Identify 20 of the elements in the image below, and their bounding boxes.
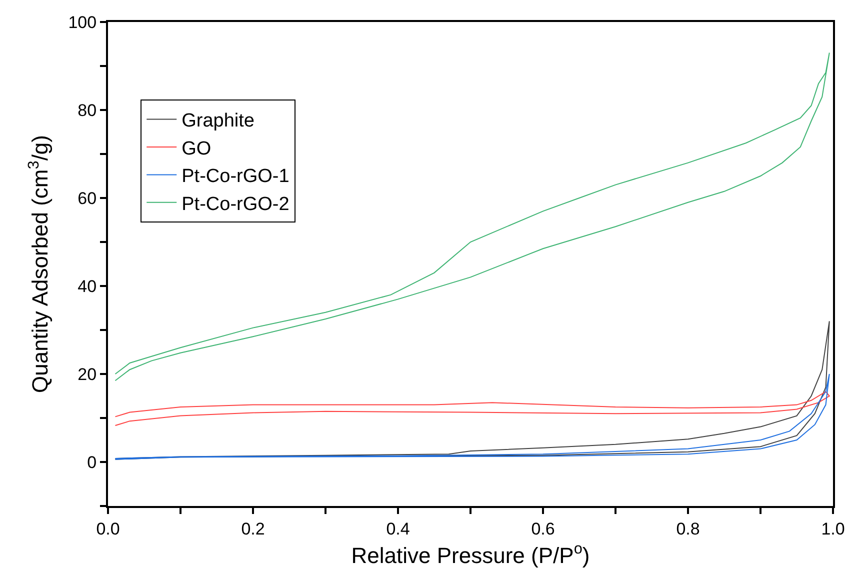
x-tick-label: 1.0 bbox=[821, 519, 845, 538]
line-series bbox=[114, 52, 830, 382]
line-series bbox=[114, 374, 830, 460]
x-tick-label: 0.2 bbox=[241, 519, 265, 538]
legend-label: Graphite bbox=[182, 110, 254, 132]
legend-label: Pt-Co-rGO-2 bbox=[182, 194, 290, 215]
x-tick-label: 0.6 bbox=[531, 519, 555, 538]
line-series bbox=[114, 391, 830, 426]
legend-label: Pt-Co-rGO-1 bbox=[182, 166, 290, 188]
y-tick-label: 40 bbox=[78, 276, 97, 296]
x-tick-label: 0.4 bbox=[386, 519, 410, 538]
y-tick-label: 100 bbox=[68, 12, 97, 32]
y-tick-label: 60 bbox=[78, 188, 97, 208]
y-tick-label: 0 bbox=[87, 452, 97, 472]
legend-label: GO bbox=[182, 138, 212, 160]
x-tick-label: 0.0 bbox=[96, 519, 120, 538]
y-tick-label: 80 bbox=[78, 100, 97, 120]
x-axis-title: Relative Pressure (P/P$^{o}$) bbox=[351, 540, 590, 568]
x-tick-label: 0.8 bbox=[676, 519, 700, 538]
y-tick-label: 20 bbox=[78, 364, 97, 384]
